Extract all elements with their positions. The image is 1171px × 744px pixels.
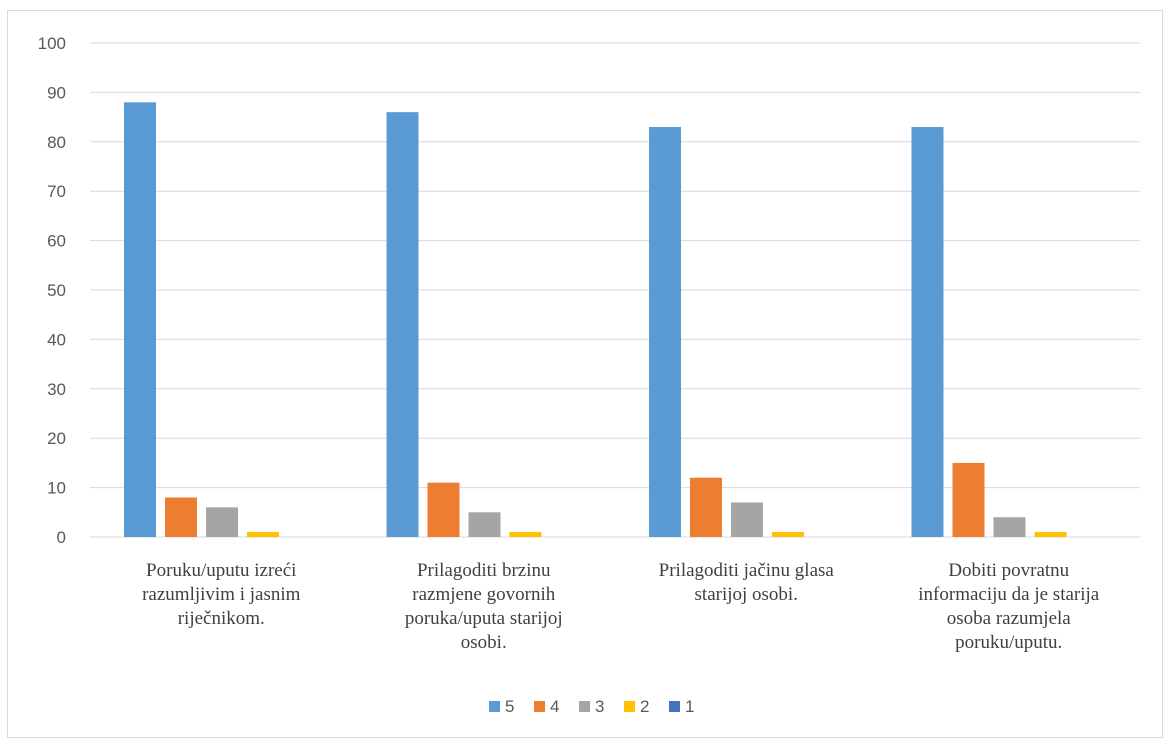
bar-series-3-cat-3 <box>731 502 763 537</box>
bar-series-5-cat-4 <box>911 126 944 537</box>
legend-swatch-2 <box>624 701 635 712</box>
bar-series-4-cat-4 <box>952 462 985 537</box>
y-tick-label-40: 40 <box>47 330 66 349</box>
x-category-label-2: Prilagoditi brzinu razmjene govornih poruk… <box>405 560 563 653</box>
legend-label-3: 3 <box>595 697 604 716</box>
bar-series-2-cat-2 <box>509 532 542 537</box>
x-category-label-4: Dobiti povratnu informaciju da je starija… <box>918 560 1100 653</box>
legend-label-4: 4 <box>550 697 559 716</box>
y-tick-label-50: 50 <box>47 281 66 300</box>
y-tick-label-30: 30 <box>47 380 66 399</box>
bar-series-4-cat-1 <box>165 497 197 537</box>
bar-series-4-cat-3 <box>690 477 722 537</box>
x-category-label-3: Prilagoditi jačinu glasa starijoj osobi. <box>659 560 835 605</box>
legend-label-1: 1 <box>685 697 694 716</box>
legend-swatch-4 <box>534 701 545 712</box>
legend-swatch-1 <box>669 701 680 712</box>
bar-series-2-cat-4 <box>1034 532 1067 537</box>
bar-series-3-cat-1 <box>206 507 238 537</box>
legend-swatch-3 <box>579 701 590 712</box>
legend-label-2: 2 <box>640 697 649 716</box>
bar-series-5-cat-3 <box>649 126 681 537</box>
bar-series-3-cat-4 <box>993 517 1026 537</box>
bar-series-2-cat-1 <box>247 532 279 537</box>
x-category-label-1: Poruku/uputu izreći razumljivim i jasnim r… <box>142 560 301 629</box>
bar-series-4-cat-2 <box>427 482 460 537</box>
bar-series-3-cat-2 <box>468 512 501 537</box>
bar-series-5-cat-1 <box>124 102 156 537</box>
chart-frame <box>7 10 1163 738</box>
y-tick-label-100: 100 <box>38 34 66 53</box>
y-tick-label-70: 70 <box>47 182 66 201</box>
y-tick-label-90: 90 <box>47 83 66 102</box>
y-tick-label-10: 10 <box>47 479 66 498</box>
y-tick-label-60: 60 <box>47 232 66 251</box>
bar-series-5-cat-2 <box>386 112 419 537</box>
legend-label-5: 5 <box>505 697 514 716</box>
bar-series-2-cat-3 <box>772 532 804 537</box>
y-tick-label-0: 0 <box>57 528 66 547</box>
y-tick-label-80: 80 <box>47 133 66 152</box>
legend-swatch-5 <box>489 701 500 712</box>
y-tick-label-20: 20 <box>47 429 66 448</box>
